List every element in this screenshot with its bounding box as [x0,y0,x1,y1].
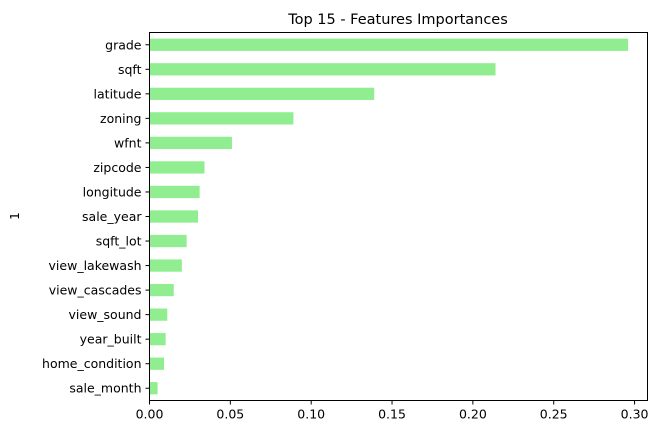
y-tick-label: home_condition [42,356,141,371]
x-tick-label: 0.00 [136,407,164,422]
bar-sqft_lot [149,234,187,248]
x-tick-label: 0.25 [540,407,568,422]
y-axis-label: 1 [8,212,22,220]
bar-latitude [149,87,375,100]
y-tick-label: view_lakewash [49,258,142,273]
y-tick-label: latitude [94,86,142,101]
y-tick-label: wfnt [114,135,142,150]
y-ticks-group: grade sqft latitude zoning wfnt zipcode longit… [42,37,150,396]
x-ticks-group: 0.00 0.05 0.10 0.15 0.20 0.25 0.30 [136,400,649,422]
y-tick-label: view_sound [69,307,142,322]
x-tick-label: 0.15 [378,407,406,422]
bar-sale_year [149,210,199,223]
bar-view_cascades [149,283,174,297]
x-tick-label: 0.10 [297,407,325,422]
bar-year_built [149,333,166,346]
bar-view_lakewash [149,259,182,272]
chart-title: Top 15 - Features Importances [287,12,508,28]
plot-frame [149,32,648,401]
y-tick-label: sqft [118,62,142,77]
bar-grade [149,38,629,51]
y-tick-label: sale_month [69,381,141,396]
bar-zoning [149,112,294,125]
bar-view_sound [149,308,168,321]
y-tick-label: zoning [100,111,141,126]
bar-longitude [149,185,200,199]
bar-sale_month [149,382,158,395]
y-tick-label: sale_year [82,209,142,224]
x-tick-label: 0.05 [216,407,244,422]
y-tick-label: year_built [80,332,142,347]
y-tick-label: grade [105,37,142,52]
bar-home_condition [149,357,165,370]
bars-group [149,38,629,395]
y-tick-label: longitude [83,184,142,199]
x-tick-label: 0.30 [621,407,649,422]
x-tick-label: 0.20 [459,407,487,422]
bar-zipcode [149,161,205,174]
bar-sqft [149,63,496,76]
y-tick-label: view_cascades [49,283,142,298]
bar-wfnt [149,136,232,150]
y-tick-label: zipcode [93,160,141,175]
y-tick-label: sqft_lot [96,234,142,249]
